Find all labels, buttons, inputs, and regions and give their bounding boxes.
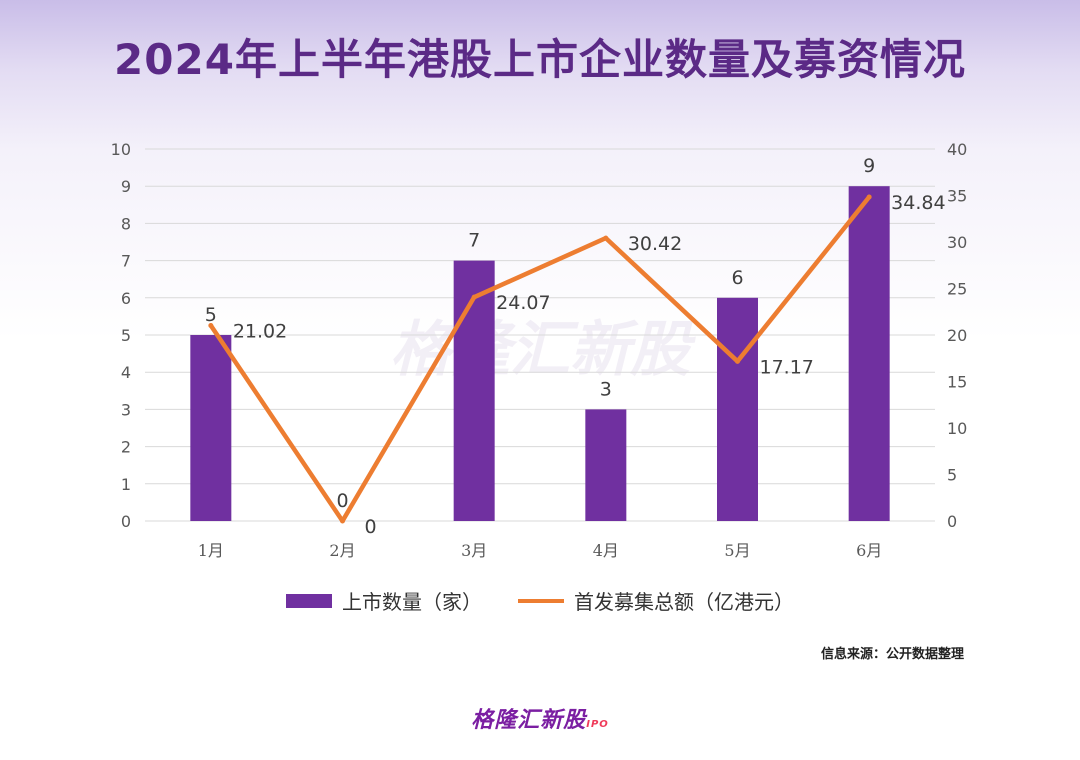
line-data-label: 30.42 bbox=[628, 233, 682, 255]
bar-data-label: 6 bbox=[731, 267, 743, 289]
line-point bbox=[208, 323, 214, 329]
right-axis-tick: 5 bbox=[947, 466, 957, 485]
footer-logo: 格隆汇新股IPO bbox=[0, 702, 1080, 734]
line-point bbox=[603, 235, 609, 241]
line-point bbox=[471, 294, 477, 300]
footer-logo-suffix: IPO bbox=[586, 719, 609, 730]
legend-swatch-bar bbox=[286, 593, 332, 608]
left-axis-tick: 6 bbox=[121, 289, 131, 308]
line-series bbox=[208, 194, 872, 524]
right-axis-tick: 30 bbox=[947, 233, 967, 252]
left-axis-tick: 1 bbox=[121, 475, 131, 494]
bar bbox=[585, 409, 627, 521]
legend-label-line: 首发募集总额（亿港元） bbox=[574, 590, 794, 614]
right-axis-tick: 40 bbox=[947, 140, 967, 159]
left-axis-tick: 0 bbox=[121, 512, 131, 531]
watermark: 格隆汇新股 bbox=[390, 315, 696, 385]
line-data-label: 17.17 bbox=[760, 356, 814, 378]
x-axis-tick: 6月 bbox=[856, 541, 882, 560]
left-axis-tick: 8 bbox=[121, 214, 131, 233]
bar-data-label: 3 bbox=[600, 378, 612, 400]
line-data-label: 0 bbox=[365, 516, 377, 538]
combo-chart: 格隆汇新股 5 0 7 3 6 9 21.02 0 24.07 30.42 17.17 34.84 0… bbox=[111, 140, 968, 560]
x-axis-tick: 5月 bbox=[724, 541, 750, 560]
footer-logo-text: 格隆汇新股 bbox=[471, 708, 587, 733]
left-axis-tick: 4 bbox=[121, 363, 131, 382]
left-axis-tick: 5 bbox=[121, 326, 131, 345]
left-axis-tick: 10 bbox=[111, 140, 131, 159]
right-axis-tick: 15 bbox=[947, 373, 967, 392]
bar bbox=[848, 186, 890, 521]
right-axis-tick: 35 bbox=[947, 187, 967, 206]
line-data-label: 21.02 bbox=[233, 321, 287, 343]
legend-item-bar: 上市数量（家） bbox=[286, 586, 482, 615]
source-note: 信息来源：公开数据整理 bbox=[820, 647, 964, 662]
right-axis-tick: 10 bbox=[947, 419, 967, 438]
x-axis-tick: 4月 bbox=[593, 541, 619, 560]
bar bbox=[453, 260, 495, 521]
left-axis-tick: 2 bbox=[121, 438, 131, 457]
line-point bbox=[340, 518, 345, 524]
bar-data-label: 9 bbox=[863, 155, 875, 177]
x-axis-tick: 1月 bbox=[198, 541, 224, 560]
bar-data-label: 7 bbox=[468, 230, 480, 252]
right-axis-tick: 20 bbox=[947, 326, 967, 345]
x-axis-tick: 2月 bbox=[329, 541, 355, 560]
bar bbox=[190, 335, 232, 521]
page-title: 2024年上半年港股上市企业数量及募资情况 bbox=[114, 35, 966, 84]
right-axis-tick: 25 bbox=[947, 280, 967, 299]
left-axis-tick: 3 bbox=[121, 400, 131, 419]
left-axis-tick: 7 bbox=[121, 252, 131, 271]
bar bbox=[717, 297, 758, 521]
left-axis-tick: 9 bbox=[121, 177, 131, 196]
line-point bbox=[735, 358, 740, 364]
bar-data-label: 5 bbox=[205, 304, 217, 326]
line-data-label: 24.07 bbox=[496, 292, 550, 314]
legend-swatch-line bbox=[518, 598, 564, 603]
line-data-label: 34.84 bbox=[891, 192, 945, 214]
legend-item-line: 首发募集总额（亿港元） bbox=[518, 586, 794, 615]
bar-data-label: 0 bbox=[336, 490, 348, 512]
legend-label-bar: 上市数量（家） bbox=[342, 590, 482, 614]
line-point bbox=[866, 194, 872, 200]
x-axis-tick: 3月 bbox=[461, 541, 487, 560]
chart-legend: 上市数量（家） 首发募集总额（亿港元） bbox=[0, 586, 1080, 615]
right-axis-tick: 0 bbox=[947, 512, 957, 531]
